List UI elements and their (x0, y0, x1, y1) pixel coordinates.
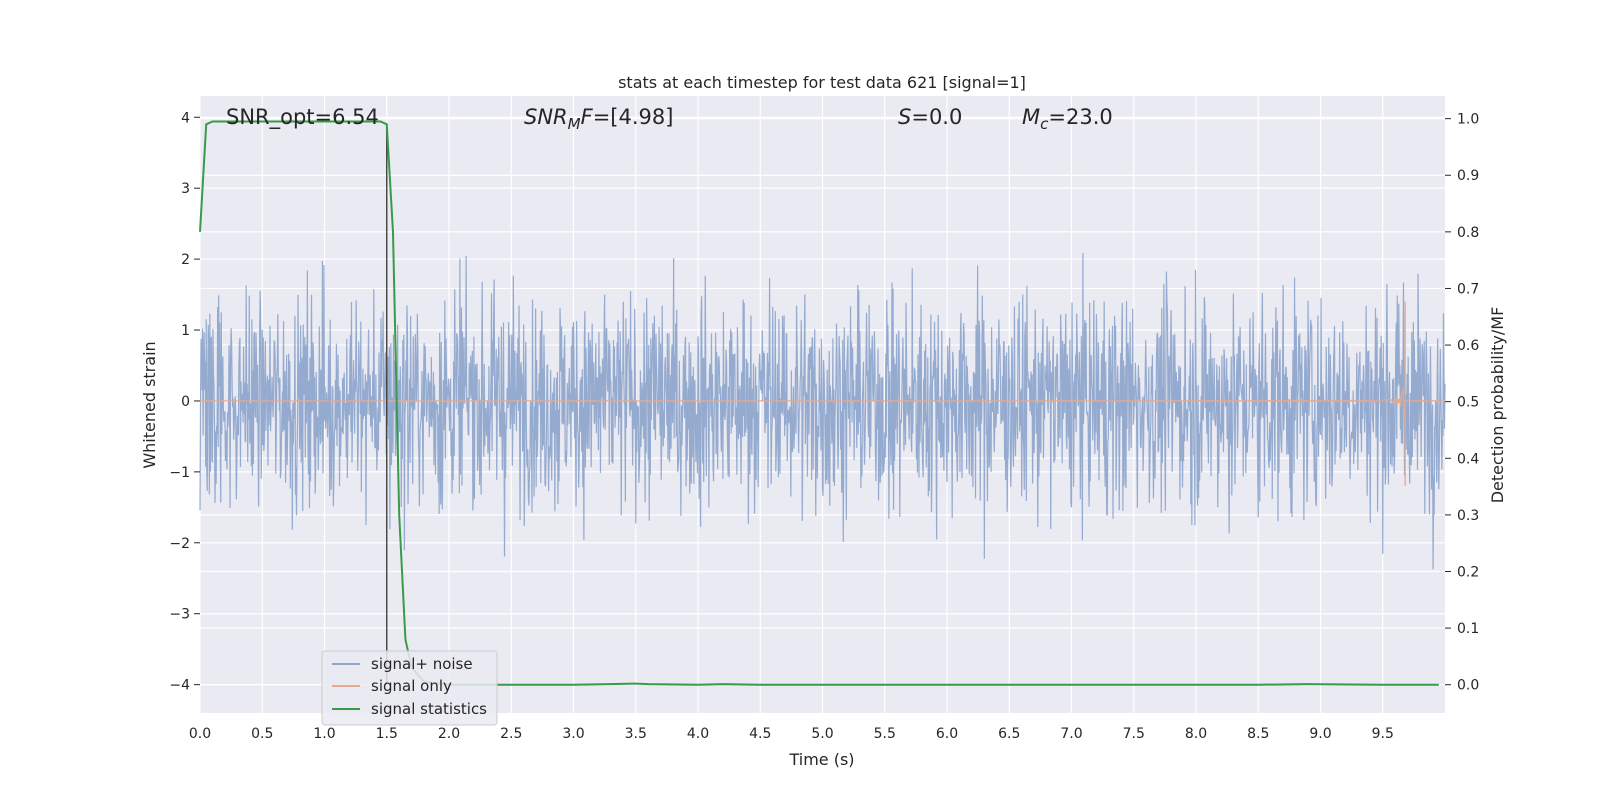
y-tick-label-left: 0 (181, 394, 190, 410)
annotation-s: S=0.0 (898, 105, 962, 129)
y-tick-label-right: 0.3 (1457, 508, 1479, 524)
y-tick-label-right: 0.8 (1457, 225, 1479, 241)
annotation-snr-mf-label-tail: F (581, 105, 594, 129)
legend-label-signal-noise: signal+ noise (371, 655, 473, 673)
y-tick-label-right: 0.0 (1457, 678, 1479, 694)
x-tick-label: 2.0 (438, 726, 460, 742)
chart-title: stats at each timestep for test data 621… (618, 73, 1026, 92)
annotation-snr-mf-sub: M (568, 115, 581, 133)
y-tick-label-right: 0.2 (1457, 564, 1479, 580)
y-tick-label-left: 3 (181, 181, 190, 197)
legend-box (321, 650, 498, 726)
annotation-s-value: =0.0 (911, 105, 962, 129)
y-tick-label-left: −1 (169, 465, 190, 481)
y-tick-label-left: −3 (169, 607, 190, 623)
y-tick-label-right: 1.0 (1457, 112, 1479, 128)
x-tick-label: 1.5 (376, 726, 398, 742)
series-signal-only (199, 301, 1445, 487)
x-tick-label: 7.5 (1123, 726, 1145, 742)
y-tick-label-left: −2 (169, 536, 190, 552)
annotation-snr-mf-label: SNR (524, 105, 568, 129)
x-tick-label: 0.0 (189, 726, 211, 742)
x-tick-label: 0.5 (251, 726, 273, 742)
y-tick-label-left: −4 (169, 678, 190, 694)
y-tick-label-right: 0.5 (1457, 395, 1479, 411)
x-tick-label: 6.5 (998, 726, 1020, 742)
x-tick-label: 9.0 (1309, 726, 1331, 742)
statistics-trace (199, 120, 1439, 686)
annotation-mc-value: =23.0 (1048, 105, 1112, 129)
x-axis-label: Time (s) (788, 750, 854, 769)
annotation-snr-mf: SNRMF=[4.98] (524, 105, 673, 133)
y-tick-label-left: 2 (181, 252, 190, 268)
legend-label-signal-statistics: signal statistics (371, 700, 487, 718)
x-tick-label: 9.5 (1372, 726, 1394, 742)
y-tick-label-left: 4 (181, 110, 190, 126)
y-axis-label-left: Whitened strain (140, 341, 159, 468)
annotation-mc: Mc=23.0 (1022, 105, 1113, 133)
noise-trace (199, 252, 1446, 570)
annotation-mc-label: M (1022, 105, 1040, 129)
y-tick-label-right: 0.1 (1457, 621, 1479, 637)
annotation-snr-mf-value: =[4.98] (593, 105, 674, 129)
annotation-mc-sub: c (1040, 115, 1049, 133)
x-tick-label: 3.5 (625, 726, 647, 742)
legend-label-signal-only: signal only (371, 677, 452, 695)
annotation-snr-opt: SNR_opt=6.54 (226, 105, 379, 130)
x-tick-label: 5.5 (874, 726, 896, 742)
x-tick-label: 5.0 (811, 726, 833, 742)
x-tick-label: 6.0 (936, 726, 958, 742)
y-tick-label-right: 0.9 (1457, 168, 1479, 184)
y-axis-label-right: Detection probability/MF (1488, 307, 1507, 504)
x-tick-label: 8.5 (1247, 726, 1269, 742)
axis-ticks: 0.0 0.5 1.0 1.5 2.0 2.5 3.0 3.5 4.0 4.5 5.0 5.5 6.0 6… (169, 110, 1479, 742)
series-signal-noise (199, 252, 1446, 570)
y-tick-label-right: 0.7 (1457, 281, 1479, 297)
y-tick-label-right: 0.4 (1457, 451, 1479, 467)
y-tick-label-left: 1 (181, 323, 190, 339)
series-signal-statistics (199, 120, 1439, 686)
x-tick-label: 7.0 (1060, 726, 1082, 742)
legend: signal+ noise signal only signal statist… (321, 650, 498, 726)
x-tick-label: 4.5 (749, 726, 771, 742)
x-tick-label: 2.5 (500, 726, 522, 742)
annotation-s-label: S (898, 105, 911, 129)
x-tick-label: 3.0 (562, 726, 584, 742)
x-tick-label: 1.0 (313, 726, 335, 742)
signal-trace (199, 301, 1445, 487)
x-tick-label: 4.0 (687, 726, 709, 742)
x-tick-label: 8.0 (1185, 726, 1207, 742)
y-tick-label-right: 0.6 (1457, 338, 1479, 354)
